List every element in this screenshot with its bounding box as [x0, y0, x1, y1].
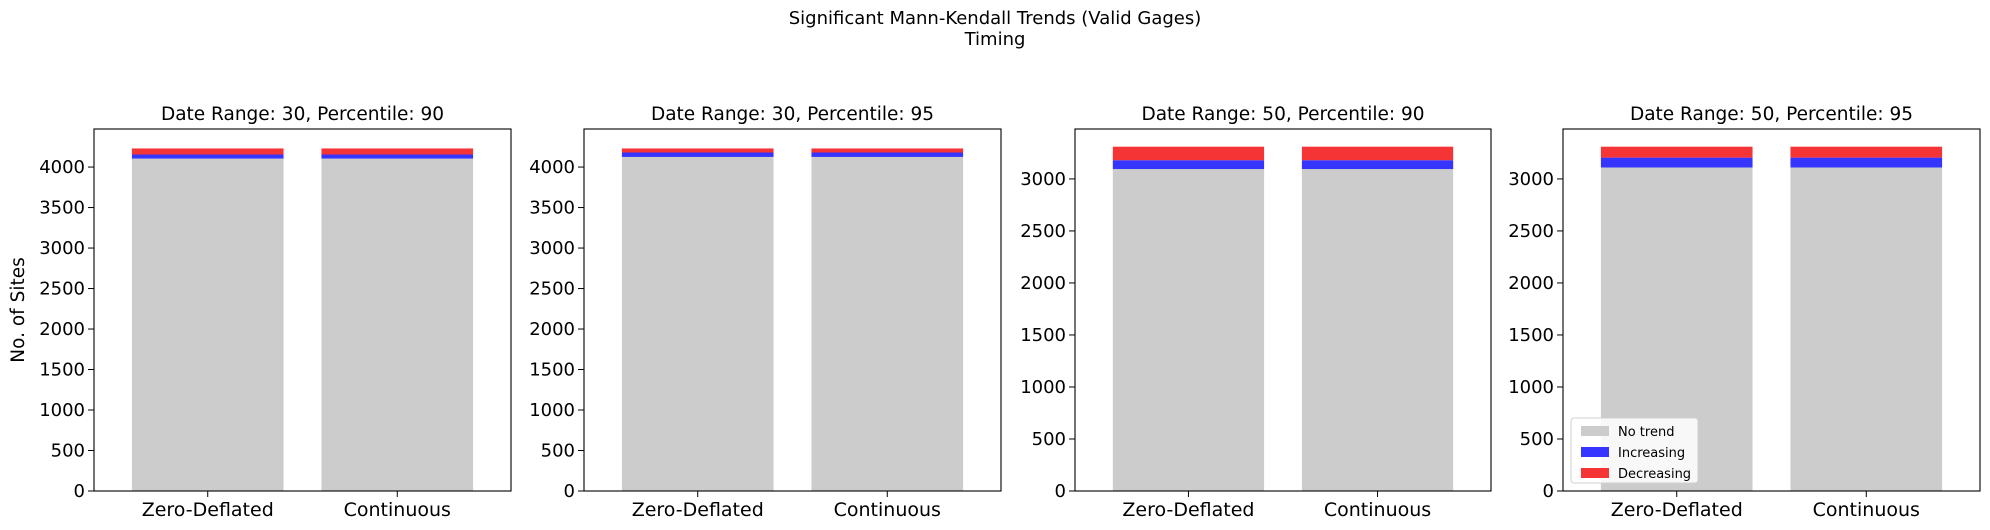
- y-tick-label: 500: [51, 441, 85, 462]
- y-tick-label: 500: [1520, 429, 1554, 450]
- panel-title: Date Range: 50, Percentile: 90: [1141, 104, 1424, 125]
- x-tick-label: Continuous: [1324, 499, 1431, 521]
- y-tick-label: 1000: [1508, 377, 1554, 398]
- x-tick-label: Continuous: [834, 499, 941, 521]
- bar-no-trend: [1790, 167, 1943, 492]
- y-tick-label: 0: [1543, 481, 1554, 502]
- bar-increasing: [1790, 157, 1943, 168]
- y-tick-label: 2500: [39, 279, 85, 300]
- y-tick-label: 2000: [39, 319, 85, 340]
- panel-title: Date Range: 30, Percentile: 95: [651, 104, 934, 125]
- bar-increasing: [1301, 160, 1454, 170]
- bar-increasing: [131, 154, 284, 159]
- y-tick-label: 3000: [39, 238, 85, 259]
- bar-no-trend: [1301, 169, 1454, 492]
- y-tick-label: 3000: [1508, 169, 1554, 190]
- bar-decreasing: [131, 148, 284, 155]
- axes-frame: [93, 128, 512, 492]
- x-tick-label: Zero-Deflated: [1122, 499, 1254, 521]
- bar-decreasing: [1112, 146, 1265, 161]
- figure-title: Significant Mann-Kendall Trends (Valid G…: [788, 8, 1202, 29]
- bar-increasing: [811, 152, 964, 157]
- y-axis-label: No. of Sites: [8, 257, 29, 362]
- bar-decreasing: [621, 148, 774, 153]
- bar-no-trend: [621, 156, 774, 491]
- bar-decreasing: [1301, 146, 1454, 161]
- axes-frame: [1074, 128, 1492, 492]
- legend-swatch-increasing: [1581, 447, 1609, 457]
- y-tick-label: 500: [541, 441, 575, 462]
- x-tick-label: Continuous: [1813, 499, 1920, 521]
- legend-label: No trend: [1618, 425, 1674, 440]
- bar-increasing: [321, 154, 474, 159]
- bar-increasing: [621, 152, 774, 157]
- panel-title: Date Range: 30, Percentile: 90: [161, 104, 444, 125]
- y-tick-label: 4000: [529, 157, 575, 178]
- y-tick-label: 0: [1055, 481, 1066, 502]
- x-tick-label: Zero-Deflated: [142, 499, 274, 521]
- y-tick-label: 3500: [529, 198, 575, 219]
- y-tick-label: 2000: [529, 319, 575, 340]
- legend-label: Increasing: [1618, 446, 1685, 461]
- bar-decreasing: [811, 148, 964, 153]
- axes-frame: [1562, 128, 1981, 492]
- bar-decreasing: [1600, 146, 1753, 158]
- bar-no-trend: [321, 158, 474, 491]
- y-tick-label: 0: [74, 481, 85, 502]
- y-tick-label: 3000: [1020, 169, 1066, 190]
- y-tick-label: 1500: [1508, 325, 1554, 346]
- bar-no-trend: [811, 156, 964, 491]
- y-tick-label: 4000: [39, 157, 85, 178]
- bar-no-trend: [131, 158, 284, 491]
- y-tick-label: 1000: [1020, 377, 1066, 398]
- y-tick-label: 2000: [1020, 273, 1066, 294]
- bar-decreasing: [321, 148, 474, 155]
- y-tick-label: 2000: [1508, 273, 1554, 294]
- x-tick-label: Zero-Deflated: [1611, 499, 1743, 521]
- y-tick-label: 0: [564, 481, 575, 502]
- y-tick-label: 3500: [39, 198, 85, 219]
- y-tick-label: 1500: [529, 360, 575, 381]
- y-tick-label: 1500: [39, 360, 85, 381]
- bar-no-trend: [1112, 169, 1265, 492]
- bar-decreasing: [1790, 146, 1943, 158]
- figure-subtitle: Timing: [964, 29, 1026, 50]
- panel-title: Date Range: 50, Percentile: 95: [1630, 104, 1913, 125]
- y-tick-label: 2500: [1508, 221, 1554, 242]
- y-tick-label: 3000: [529, 238, 575, 259]
- y-tick-label: 1500: [1020, 325, 1066, 346]
- axes-frame: [583, 128, 1002, 492]
- bar-increasing: [1112, 160, 1265, 170]
- x-tick-label: Continuous: [344, 499, 451, 521]
- legend-swatch-decreasing: [1581, 468, 1609, 478]
- bar-increasing: [1600, 157, 1753, 168]
- legend-swatch-no-trend: [1581, 426, 1609, 436]
- legend-label: Decreasing: [1618, 467, 1691, 482]
- y-tick-label: 1000: [39, 400, 85, 421]
- x-tick-label: Zero-Deflated: [632, 499, 764, 521]
- y-tick-label: 2500: [529, 279, 575, 300]
- y-tick-label: 1000: [529, 400, 575, 421]
- y-tick-label: 500: [1032, 429, 1066, 450]
- y-tick-label: 2500: [1020, 221, 1066, 242]
